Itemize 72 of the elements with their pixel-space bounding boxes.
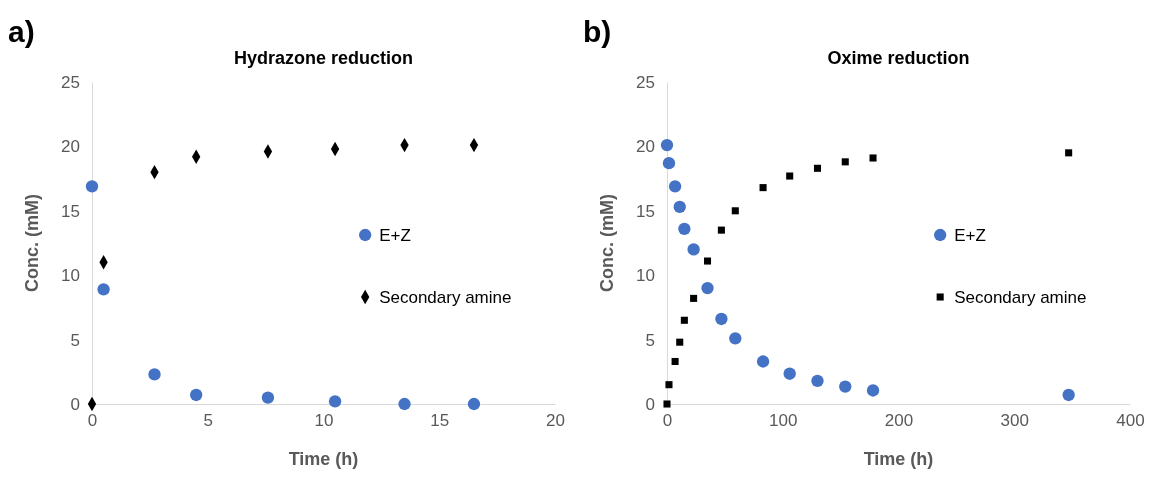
x-tick-label: 0	[87, 411, 98, 431]
x-tick-label: 5	[203, 411, 213, 431]
y-tick-label: 5	[645, 330, 655, 350]
point	[869, 154, 877, 162]
point	[673, 200, 686, 214]
point	[811, 374, 824, 387]
x-tick-label: 15	[430, 411, 450, 431]
x-tick-label: 10	[314, 411, 334, 431]
point	[85, 180, 99, 193]
legend-label: Secondary amine	[379, 288, 512, 307]
point	[866, 384, 880, 397]
point	[663, 400, 671, 408]
y-tick-label: 10	[61, 266, 80, 286]
x-tick-label: 200	[884, 411, 914, 431]
y-axis-title: Conc. (mM)	[22, 194, 42, 292]
point	[676, 338, 684, 346]
point	[715, 312, 728, 326]
legend-label: E+Z	[379, 226, 411, 245]
point	[680, 316, 688, 324]
x-axis-title: Time (h)	[863, 449, 934, 469]
point	[839, 380, 852, 393]
point	[398, 397, 411, 411]
point	[701, 281, 714, 295]
y-tick-label: 15	[61, 201, 80, 221]
point	[703, 257, 712, 265]
legend-label: E+Z	[954, 226, 986, 245]
y-tick-label: 0	[70, 394, 80, 414]
point	[813, 164, 822, 172]
point	[662, 156, 676, 170]
legend-label: Secondary amine	[954, 288, 1087, 307]
text: b)	[583, 15, 612, 48]
text: a)	[8, 15, 35, 48]
x-tick-label: 400	[1116, 411, 1145, 431]
point	[668, 180, 682, 193]
chart-title: Hydrazone reduction	[233, 48, 414, 68]
point	[190, 388, 203, 402]
x-axis-title: Time (h)	[288, 449, 359, 469]
point	[731, 207, 739, 215]
x-tick-label: 100	[769, 411, 798, 431]
point	[687, 243, 700, 256]
y-axis-title: Conc. (mM)	[597, 194, 617, 292]
point	[841, 158, 849, 166]
point	[678, 222, 691, 235]
x-tick-label: 20	[546, 411, 565, 431]
point	[467, 397, 481, 411]
y-tick-label: 20	[61, 137, 80, 157]
point	[756, 355, 770, 368]
y-tick-label: 25	[61, 72, 80, 92]
y-tick-label: 0	[645, 394, 655, 414]
point	[148, 368, 161, 381]
point	[759, 184, 767, 192]
point	[328, 395, 342, 408]
point	[665, 381, 673, 389]
y-tick-label: 20	[636, 137, 655, 157]
y-tick-label: 10	[636, 266, 655, 286]
point	[97, 283, 110, 296]
point	[729, 332, 742, 345]
point	[783, 367, 796, 380]
point	[717, 226, 725, 234]
y-tick-label: 25	[636, 72, 655, 92]
point	[660, 138, 674, 152]
point	[1062, 388, 1075, 402]
y-tick-label: 15	[636, 201, 655, 221]
point	[786, 172, 794, 180]
point	[261, 391, 275, 404]
x-tick-label: 0	[662, 411, 673, 431]
x-tick-label: 300	[1000, 411, 1029, 431]
point	[1065, 149, 1073, 157]
y-tick-label: 5	[70, 330, 80, 350]
chart-title: Oxime reduction	[827, 48, 970, 68]
point	[671, 357, 679, 366]
point	[690, 294, 698, 302]
